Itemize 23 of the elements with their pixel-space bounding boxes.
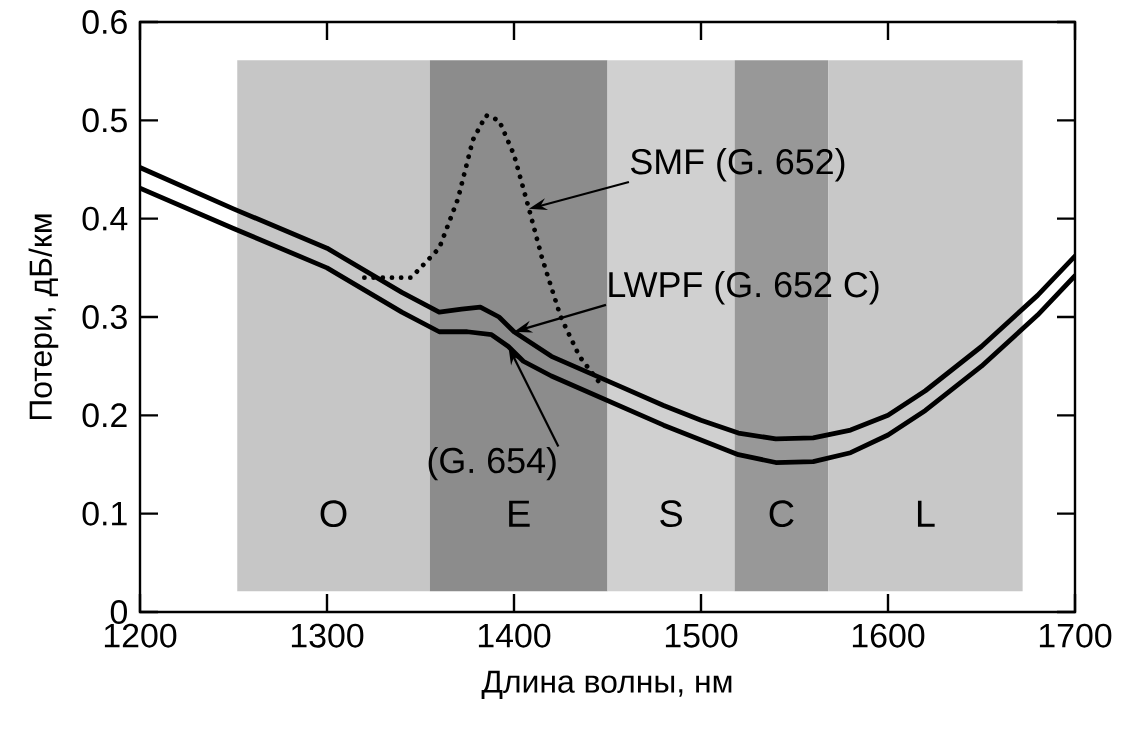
x-tick-label: 1500	[665, 623, 738, 648]
band-label: C	[769, 500, 794, 528]
y-tick-label: 0.2	[82, 403, 127, 428]
band-label: L	[917, 500, 935, 527]
annotation: SMF (G. 652)	[630, 148, 845, 182]
annotation: LWPF (G. 652 C)	[609, 271, 879, 305]
x-axis-title: Длина волны, нм	[481, 670, 732, 699]
y-axis-title: Потери, дБ/км	[28, 214, 59, 420]
x-tick-label: 1300	[291, 623, 364, 648]
x-tick-label: 1700	[1039, 623, 1112, 648]
y-tick-label: 0.4	[82, 206, 128, 231]
band-label: S	[660, 500, 682, 528]
y-tick-label: 0.6	[82, 10, 127, 35]
x-tick-label: 1400	[478, 623, 551, 648]
y-tick-label: 0.1	[82, 501, 127, 526]
x-tick-label: 1200	[104, 623, 177, 648]
x-tick-label: 1600	[852, 623, 925, 648]
y-tick-label: 0.3	[82, 305, 127, 330]
annotation: (G. 654)	[428, 446, 556, 481]
band-label: O	[320, 500, 347, 528]
y-tick-label: 0	[110, 600, 127, 624]
y-tick-label: 0.5	[82, 108, 127, 133]
band-label: E	[509, 500, 530, 527]
